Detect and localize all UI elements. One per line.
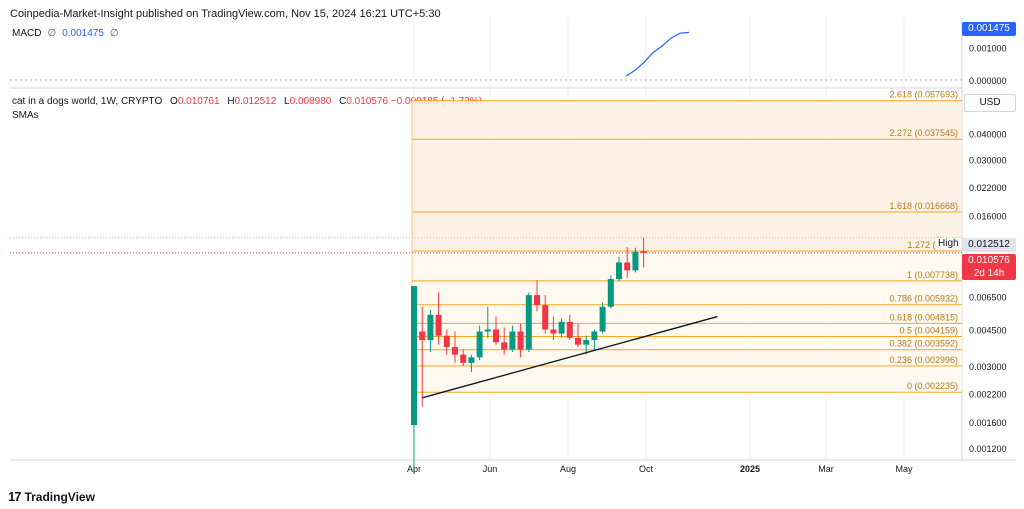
- fib-zone: [412, 100, 962, 393]
- candle-body[interactable]: [575, 337, 581, 345]
- support-trendline[interactable]: [422, 315, 718, 399]
- candle-body[interactable]: [525, 295, 532, 350]
- candle-body[interactable]: [476, 331, 483, 358]
- price-tick-label: 0.030000: [969, 155, 1007, 165]
- fib-level-label: 0.382 (0.003592): [889, 339, 958, 349]
- candle-body[interactable]: [624, 262, 631, 271]
- macd-pane: 0.001000 0.000000: [10, 31, 1007, 86]
- candle-body[interactable]: [591, 331, 598, 341]
- close-value: 0.010576: [346, 96, 389, 107]
- high-tag: High: [936, 238, 961, 249]
- candle-body[interactable]: [566, 321, 573, 338]
- close-label: C: [339, 96, 347, 107]
- fib-level-label: 0.236 (0.002996): [889, 355, 958, 365]
- time-tick-label: Jun: [483, 464, 498, 474]
- time-tick-label: Mar: [818, 464, 834, 474]
- price-tick-label: 0.003000: [969, 362, 1007, 372]
- symbol-name: cat in a dogs world, 1W, CRYPTO: [12, 96, 163, 107]
- macd-line: [625, 31, 690, 77]
- candle-body[interactable]: [509, 331, 516, 350]
- candle-body[interactable]: [411, 286, 417, 426]
- time-tick-label: Aug: [560, 464, 576, 474]
- candle-body[interactable]: [534, 295, 540, 306]
- tradingview-logo[interactable]: 17 TradingView: [8, 489, 95, 504]
- publish-header: Coinpedia-Market-Insight published on Tr…: [10, 8, 441, 20]
- fib-level-label: 1.618 (0.016668): [889, 201, 958, 211]
- price-tick-label: 0.016000: [969, 212, 1007, 222]
- high-value: 0.012512: [234, 96, 277, 107]
- candle-body[interactable]: [550, 329, 557, 334]
- macd-tick-label: 0.000000: [969, 76, 1007, 86]
- candle-body[interactable]: [632, 251, 639, 271]
- candle-body[interactable]: [616, 262, 622, 280]
- candle-body[interactable]: [419, 331, 426, 341]
- macd-legend[interactable]: MACD ∅ 0.001475 ∅: [12, 28, 119, 39]
- high-label: H: [227, 96, 235, 107]
- candle-body[interactable]: [468, 357, 475, 363]
- fib-level-label: 0.5 (0.004159): [899, 326, 958, 336]
- fib-level-label: 0.786 (0.005932): [889, 294, 958, 304]
- low-label: L: [284, 96, 290, 107]
- fib-levels: 2.618 (0.057693) 2.272 (0.037545) 1.618 (0…: [411, 90, 962, 393]
- fib-level-label: 0 (0.002235): [907, 381, 958, 391]
- high-price-badge: 0.012512: [962, 238, 1016, 252]
- price-tick-label: 0.006500: [969, 293, 1007, 303]
- price-tick-label: 0.004500: [969, 325, 1007, 335]
- time-tick-label: Apr: [407, 464, 421, 474]
- candle-body[interactable]: [484, 329, 491, 332]
- time-axis: Apr Jun Aug Oct 2025 Mar May: [407, 464, 913, 474]
- time-tick-label: May: [895, 464, 913, 474]
- candle-body[interactable]: [443, 335, 450, 348]
- time-tick-label: Oct: [639, 464, 654, 474]
- candle-body[interactable]: [607, 279, 614, 307]
- candle-body[interactable]: [435, 314, 442, 336]
- candle-body[interactable]: [640, 251, 647, 253]
- macd-settings-icon-2[interactable]: ∅: [109, 28, 119, 39]
- price-tick-label: 0.022000: [969, 183, 1007, 193]
- candle-body[interactable]: [493, 329, 499, 343]
- price-tick-label: 0.001200: [969, 444, 1007, 454]
- fib-level-label: 1 (0.007738): [907, 270, 958, 280]
- time-tick-label: 2025: [740, 464, 760, 474]
- bar-countdown: 2d 14h: [973, 268, 1005, 279]
- last-price-value: 0.010576: [968, 255, 1010, 266]
- open-label: O: [170, 96, 178, 107]
- tradingview-logo-icon: 17: [8, 489, 22, 504]
- low-value: 0.008980: [289, 96, 332, 107]
- price-tick-label: 0.002200: [969, 390, 1007, 400]
- tradingview-logo-text: TradingView: [24, 489, 95, 504]
- price-tick-label: 0.001600: [969, 418, 1007, 428]
- macd-tick-label: 0.001000: [969, 44, 1007, 54]
- last-price-badge: 0.010576 2d 14h: [962, 254, 1016, 280]
- macd-value-badge: 0.001475: [962, 22, 1016, 36]
- candle-body[interactable]: [427, 314, 434, 341]
- price-tick-label: 0.040000: [969, 130, 1007, 140]
- candle-body[interactable]: [501, 342, 508, 350]
- candle-body[interactable]: [542, 305, 549, 330]
- macd-label: MACD: [12, 28, 42, 39]
- fib-level-label: 1.272 (0.010: [907, 240, 958, 250]
- fib-level-label: 2.618 (0.057693): [889, 90, 958, 100]
- candle-body[interactable]: [558, 321, 565, 334]
- fib-upper-zone: [412, 100, 962, 251]
- fib-level-label: 0.618 (0.004815): [889, 312, 958, 322]
- candles: [411, 237, 647, 474]
- candle-body[interactable]: [583, 340, 590, 345]
- currency-selector[interactable]: USD: [964, 94, 1016, 112]
- open-value: 0.010761: [177, 96, 220, 107]
- trendline: [422, 315, 718, 399]
- fib-level-label: 2.272 (0.037545): [889, 128, 958, 138]
- macd-settings-icon[interactable]: ∅: [47, 28, 57, 39]
- macd-value: 0.001475: [62, 28, 104, 39]
- candle-body[interactable]: [599, 306, 606, 332]
- smas-indicator-label[interactable]: SMAs: [12, 110, 39, 121]
- candle-body[interactable]: [460, 354, 467, 363]
- candle-body[interactable]: [452, 347, 458, 355]
- fib-lower-zone: [412, 250, 962, 393]
- candle-body[interactable]: [517, 331, 524, 350]
